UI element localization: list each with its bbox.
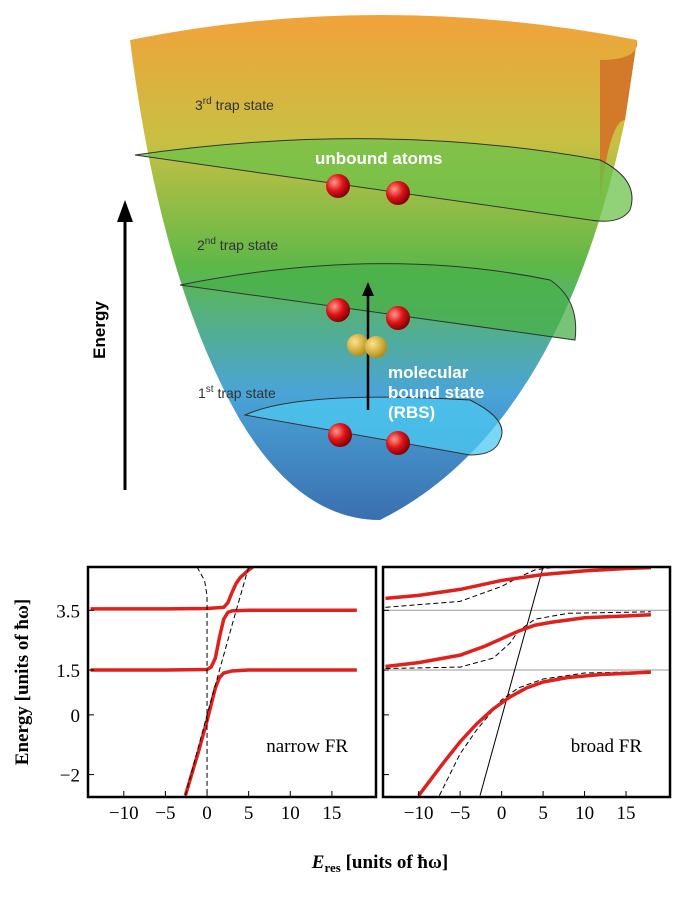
curve [185, 670, 356, 795]
curve [385, 567, 650, 607]
curve [385, 568, 650, 599]
y-tick-label: 3.5 [56, 601, 80, 622]
x-axis-label: Eres [units of ħω] [311, 852, 448, 875]
x-tick-label: −5 [155, 803, 175, 824]
y-tick-label: −2 [60, 766, 80, 787]
panel-frame [383, 567, 670, 797]
curve [419, 672, 651, 795]
curve [439, 672, 651, 796]
x-label-main: E [311, 852, 325, 873]
curve [197, 567, 207, 796]
x-tick-label: −5 [450, 803, 470, 824]
x-tick-label: −10 [109, 803, 139, 824]
x-tick-label: 5 [244, 803, 254, 824]
ordinal: 2 [197, 237, 205, 253]
energy-label: Energy [90, 301, 109, 359]
x-tick-label: 0 [202, 803, 212, 824]
y-tick-label: 1.5 [56, 661, 80, 682]
trap-label: 1st trap state [198, 384, 276, 401]
x-tick-label: 10 [281, 803, 300, 824]
trap-text: trap state [214, 385, 276, 401]
x-tick-label: 5 [538, 803, 548, 824]
curve [90, 610, 356, 670]
x-tick-label: 10 [575, 803, 594, 824]
trap-diagram: Energy 3rd trap state 2nd trap state 1st… [90, 15, 637, 520]
x-tick-label: 15 [322, 803, 341, 824]
figure: Energy 3rd trap state 2nd trap state 1st… [0, 0, 682, 902]
x-label-rest: [units of ħω] [341, 852, 448, 873]
molecular-label: molecular [388, 363, 469, 382]
y-tick-label: 0 [71, 706, 81, 727]
ordinal: 1 [198, 385, 206, 401]
trap-text: trap state [216, 237, 278, 253]
trap-text: trap state [212, 97, 274, 113]
x-tick-label: −10 [404, 803, 434, 824]
x-tick-label: 15 [617, 803, 636, 824]
energy-arrow-head [117, 200, 133, 222]
plot-area [90, 567, 356, 796]
ordinal: 3 [195, 97, 203, 113]
ordinal-suffix: nd [205, 236, 216, 247]
ordinal-suffix: rd [203, 96, 212, 107]
panel-annotation: narrow FR [266, 736, 348, 757]
curve [480, 567, 543, 796]
x-label-sub: res [324, 860, 340, 875]
unbound-label: unbound atoms [315, 149, 442, 168]
x-tick-label: 0 [497, 803, 507, 824]
molecular-label: (RBS) [388, 403, 435, 422]
y-axis-label: Energy [units of ħω] [12, 599, 33, 765]
plot-area [383, 567, 670, 796]
panel-annotation: broad FR [571, 736, 643, 757]
panel-frame [88, 567, 376, 797]
molecular-label: bound state [388, 383, 484, 402]
curve [90, 567, 252, 609]
